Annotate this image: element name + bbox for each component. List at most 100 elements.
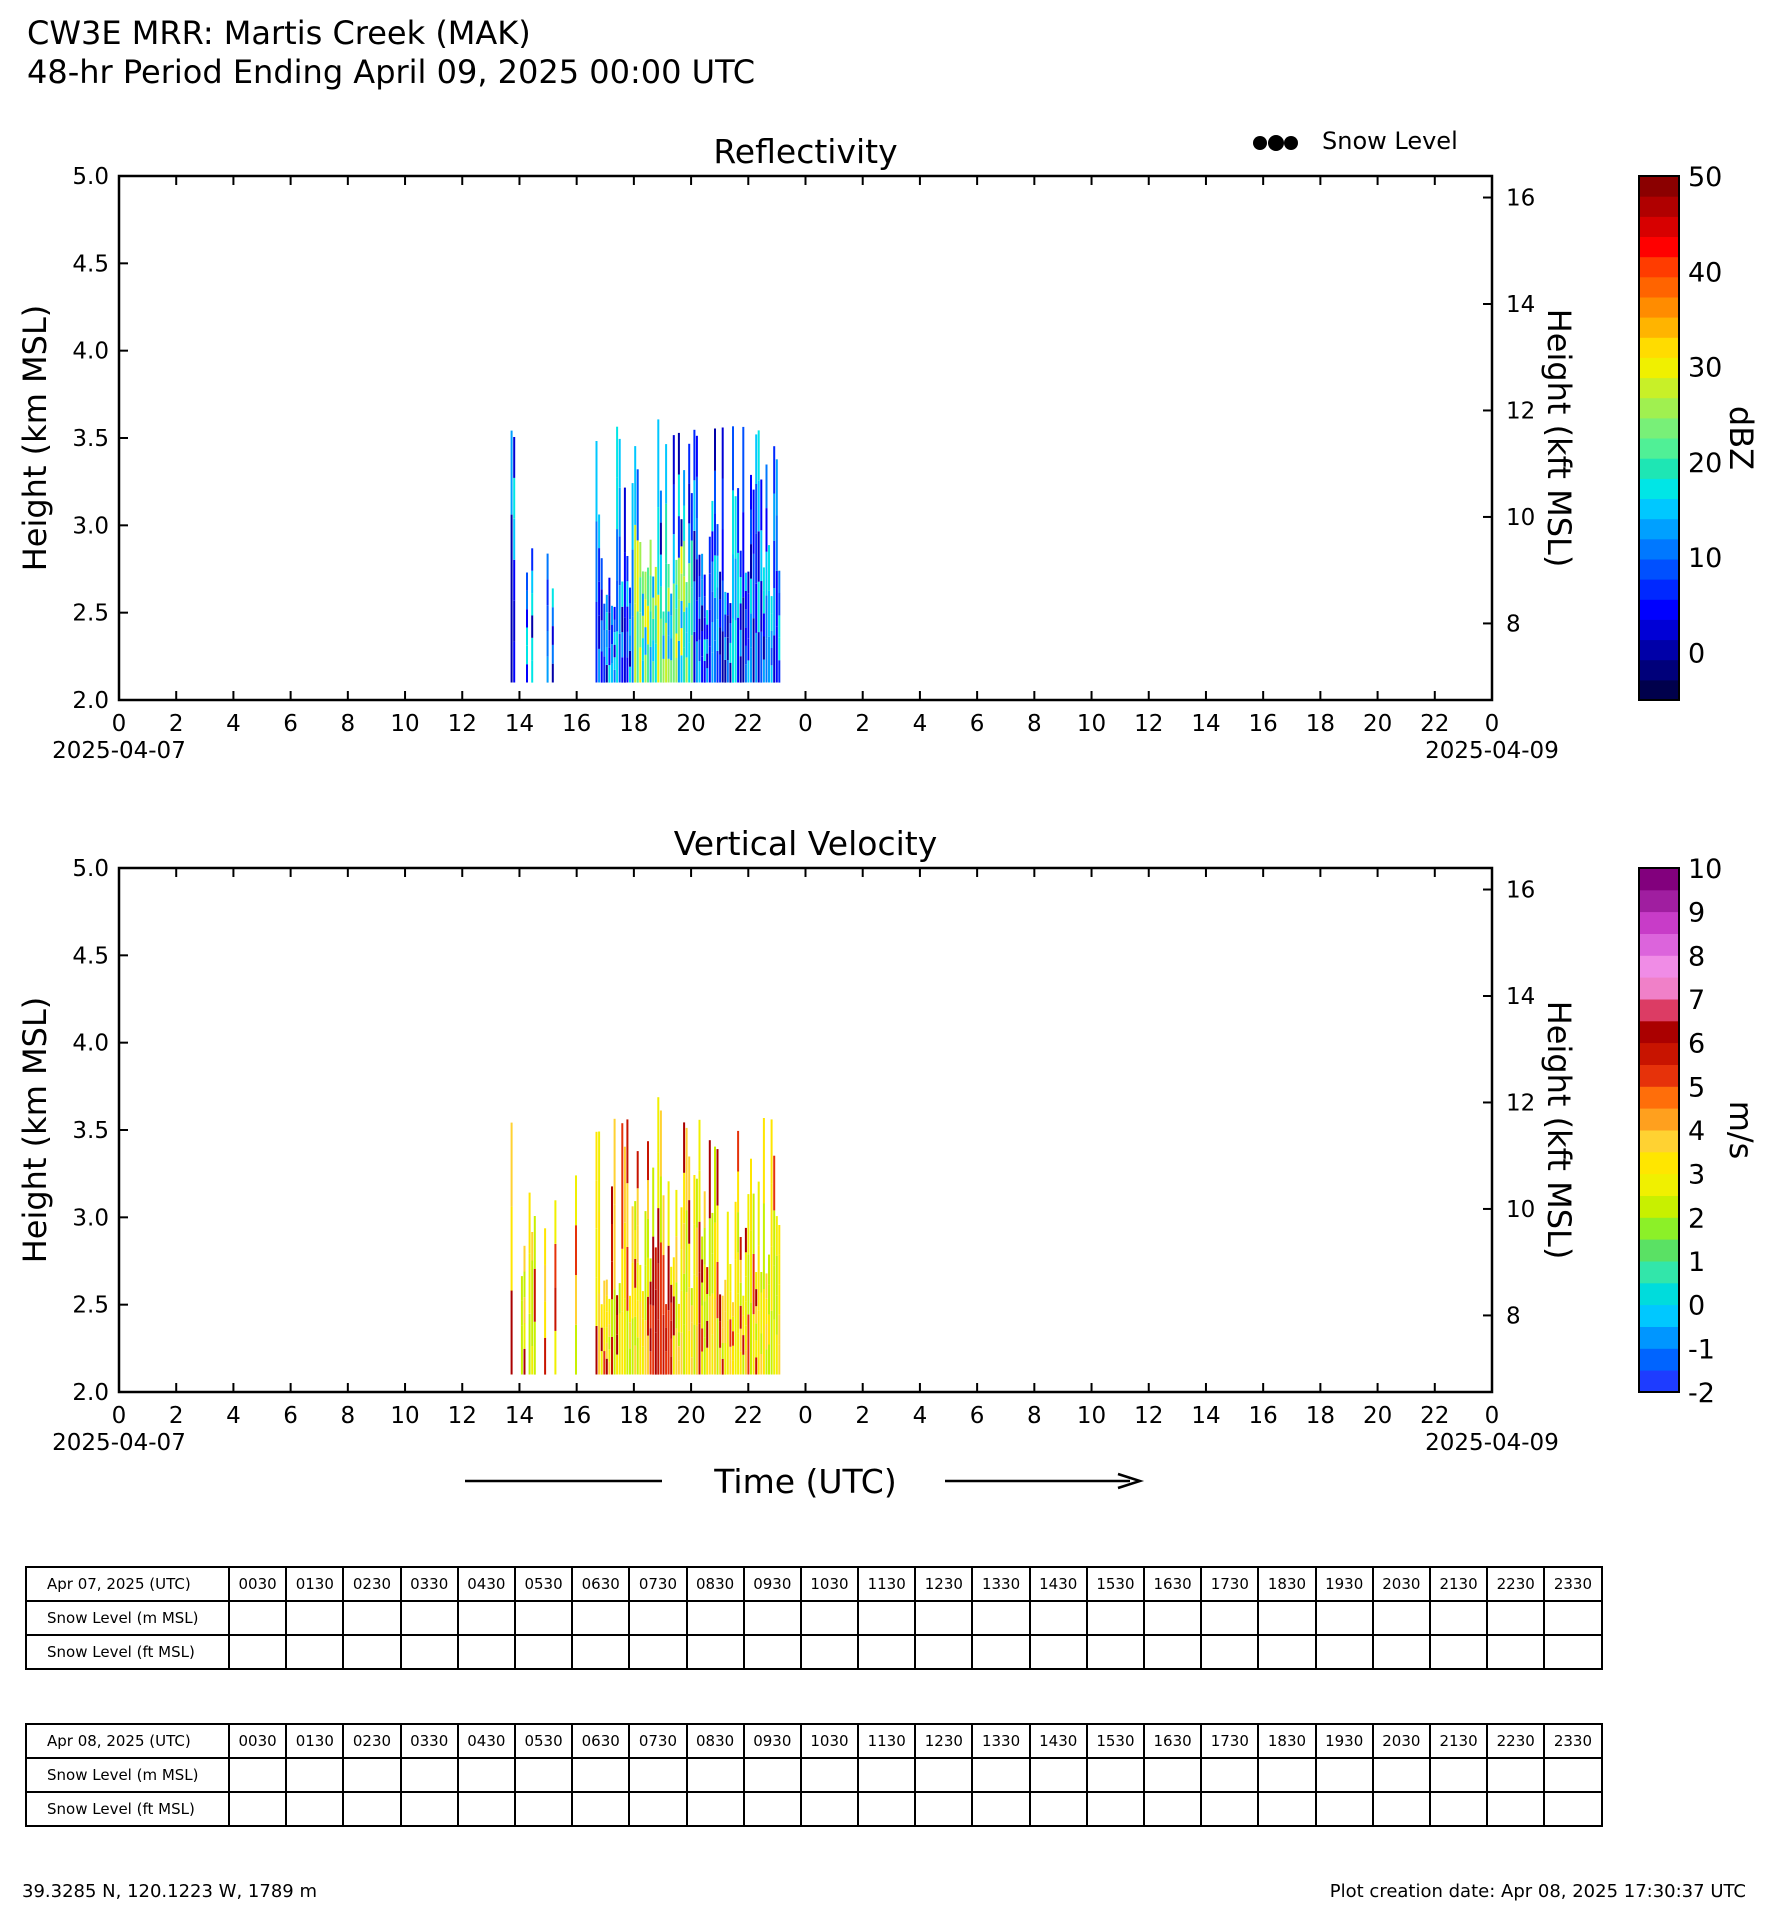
table-cell (857, 1600, 917, 1636)
velocity-echo-cell (703, 1337, 706, 1375)
reflectivity-echo-cell (775, 515, 778, 571)
reflectivity-echo-cell (695, 518, 698, 560)
velocity-echo-cell (770, 1310, 773, 1375)
velocity-echo-cell (554, 1287, 557, 1331)
reflectivity-echo-cell (760, 530, 763, 582)
table-time-header: 0630 (571, 1566, 631, 1602)
velocity-echo-cell (623, 1222, 626, 1299)
reflectivity-colorbar-tick-label: 10 (1688, 543, 1722, 574)
reflectivity-echo-cell (644, 571, 647, 600)
reflectivity-echo-cell (680, 628, 683, 656)
velocity-echo-cell (724, 1311, 727, 1343)
table-cell (1200, 1791, 1260, 1827)
reflectivity-echo-cell (657, 419, 660, 508)
reflectivity-echo-cell (649, 539, 652, 576)
velocity-echo-cell (657, 1152, 660, 1209)
reflectivity-echo-cell (719, 571, 722, 600)
velocity-echo-cell (747, 1314, 750, 1375)
reflectivity-echo-cell (747, 571, 750, 594)
table-time-header: 2330 (1543, 1566, 1603, 1602)
velocity-echo-cell (659, 1242, 662, 1309)
velocity-echo-cell (747, 1194, 750, 1255)
table-cell (1371, 1600, 1431, 1636)
table-time-header: 1930 (1314, 1566, 1374, 1602)
velocity-echo-cell (603, 1327, 606, 1352)
velocity-colorbar-tick-label: 10 (1688, 854, 1722, 885)
velocity-echo-cell (744, 1276, 747, 1302)
velocity-echo-cell (657, 1319, 660, 1375)
reflectivity-ytick-label: 4.0 (72, 339, 109, 365)
reflectivity-echo-cell (675, 633, 678, 658)
velocity-echo-cell (690, 1340, 693, 1358)
velocity-echo-cell (744, 1350, 747, 1375)
reflectivity-echo-cell (631, 549, 634, 617)
reflectivity-echo-cell (752, 489, 755, 554)
reflectivity-date-start: 2025-04-07 (52, 738, 186, 764)
reflectivity-echo-cell (708, 573, 711, 610)
reflectivity-echo-cell (739, 656, 742, 683)
velocity-xtick-label: 0 (112, 1403, 127, 1429)
velocity-colorbar-swatch (1639, 1130, 1679, 1153)
table-cell (799, 1600, 860, 1636)
velocity-echo-cell (737, 1252, 740, 1294)
reflectivity-xtick-label: 8 (341, 711, 356, 737)
velocity-colorbar-tick-label: 3 (1688, 1160, 1705, 1191)
reflectivity-echo-cell (667, 658, 670, 683)
reflectivity-echo-cell (703, 617, 706, 640)
reflectivity-echo-cell (626, 657, 629, 683)
reflectivity-echo-cell (724, 614, 727, 638)
table-cell (227, 1634, 288, 1670)
velocity-echo-cell (701, 1351, 704, 1375)
reflectivity-echo-cell (510, 598, 513, 683)
reflectivity-echo-cell (672, 534, 675, 584)
table-cell (914, 1634, 974, 1670)
reflectivity-colorbar-swatch (1639, 659, 1679, 681)
velocity-echo-cell (600, 1327, 603, 1352)
reflectivity-echo-cell (721, 631, 724, 683)
reflectivity-colorbar-swatch (1639, 679, 1679, 701)
reflectivity-echo-cell (721, 478, 724, 530)
table-time-header: 1030 (799, 1566, 860, 1602)
reflectivity-echo-cell (698, 554, 701, 576)
reflectivity-echo-cell (626, 631, 629, 658)
reflectivity-echo-cell (690, 587, 693, 636)
velocity-echo-cell (611, 1186, 613, 1224)
velocity-echo-cell (670, 1284, 673, 1303)
table-cell (456, 1757, 516, 1793)
table-cell (1085, 1791, 1146, 1827)
reflectivity-echo-cell (526, 590, 528, 610)
velocity-echo-cell (611, 1336, 613, 1375)
velocity-echo-cell (688, 1243, 691, 1288)
reflectivity-echo-data (510, 419, 781, 683)
reflectivity-echo-cell (711, 531, 714, 562)
velocity-xtick-label: 8 (341, 1403, 356, 1429)
reflectivity-echo-cell (598, 615, 601, 649)
velocity-xtick-label: 14 (505, 1403, 534, 1429)
reflectivity-echo-cell (611, 663, 613, 683)
reflectivity-echo-cell (603, 656, 606, 683)
reflectivity-echo-cell (677, 516, 680, 558)
table-time-header: 0730 (628, 1723, 688, 1759)
velocity-xtick-label: 10 (390, 1403, 419, 1429)
reflectivity-echo-cell (665, 622, 668, 683)
reflectivity-echo-cell (762, 567, 765, 591)
velocity-echo-cell (670, 1338, 673, 1357)
velocity-colorbar-tick-label: 7 (1688, 985, 1705, 1016)
velocity-ytick-label: 4.0 (72, 1031, 109, 1057)
table-time-header: 0730 (628, 1566, 688, 1602)
reflectivity-ytick-label: 5.0 (72, 164, 109, 190)
velocity-echo-cell (703, 1191, 706, 1228)
table-time-header: 1730 (1200, 1723, 1260, 1759)
velocity-echo-cell (698, 1221, 701, 1273)
reflectivity-echo-cell (726, 615, 729, 638)
velocity-echo-cell (757, 1181, 760, 1246)
velocity-colorbar-swatch (1639, 1304, 1679, 1327)
reflectivity-echo-cell (690, 493, 693, 541)
table-cell (628, 1600, 688, 1636)
reflectivity-echo-cell (744, 627, 747, 646)
snow-level-table-apr07: Apr 07, 2025 (UTC) 0030 0130 0230 0330 0430 05… (25, 1566, 1603, 1670)
velocity-echo-cell (575, 1275, 577, 1325)
velocity-echo-cell (613, 1289, 616, 1375)
table-row: Snow Level (m MSL) (25, 1600, 1603, 1636)
reflectivity-echo-cell (526, 645, 528, 665)
